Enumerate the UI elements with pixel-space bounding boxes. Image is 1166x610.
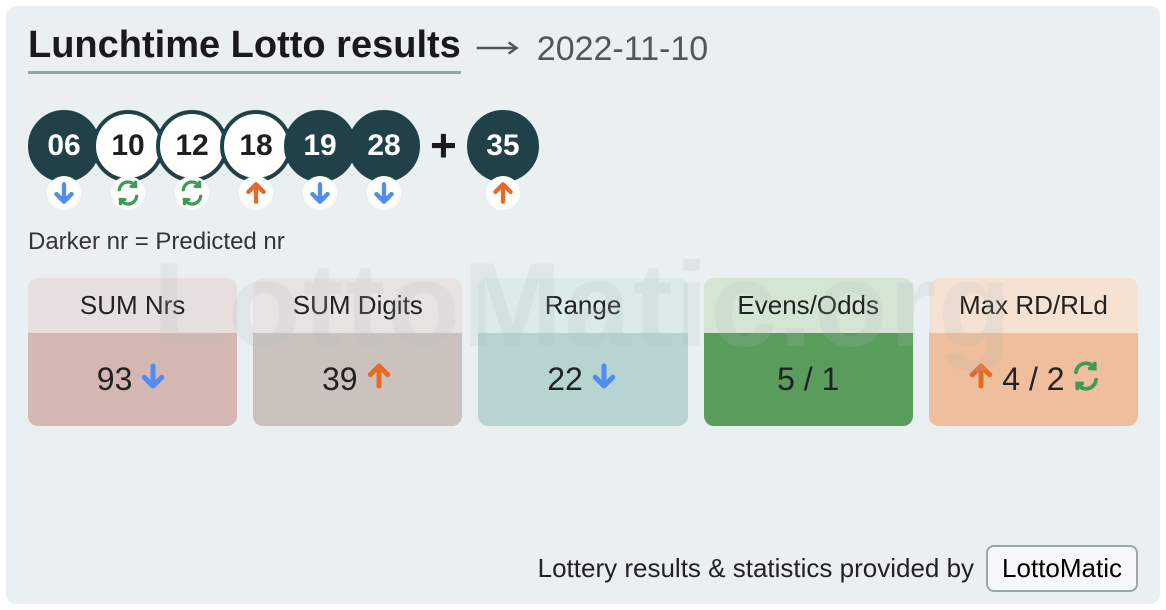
header: Lunchtime Lotto results 2022-11-10: [28, 24, 1138, 74]
stat-card: SUM Digits39: [253, 278, 462, 426]
up-icon: [966, 361, 996, 399]
repeat-icon: [175, 176, 209, 210]
stat-value: 39: [253, 333, 462, 426]
lotto-ball: 18: [220, 110, 292, 210]
page-title: Lunchtime Lotto results: [28, 24, 461, 74]
footer: Lottery results & statistics provided by…: [538, 545, 1138, 592]
stat-card: Max RD/RLd4 / 2: [929, 278, 1138, 426]
stat-card: Range22: [478, 278, 687, 426]
ball-number: 10: [92, 110, 164, 182]
balls-row: 061012181928+35: [28, 110, 1138, 210]
stat-label: Evens/Odds: [704, 278, 913, 333]
stat-value: 5 / 1: [704, 333, 913, 426]
down-icon: [303, 176, 337, 210]
ball-number: 19: [284, 110, 356, 182]
repeat-icon: [1071, 361, 1101, 399]
down-icon: [589, 361, 619, 399]
stat-label: Range: [478, 278, 687, 333]
stat-label: SUM Nrs: [28, 278, 237, 333]
down-icon: [138, 361, 168, 399]
bonus-ball: 35: [467, 110, 539, 210]
stat-label: SUM Digits: [253, 278, 462, 333]
footer-text: Lottery results & statistics provided by: [538, 553, 974, 584]
ball-number: 18: [220, 110, 292, 182]
stat-value: 4 / 2: [929, 333, 1138, 426]
ball-number: 06: [28, 110, 100, 182]
up-icon: [364, 361, 394, 399]
brand-chip[interactable]: LottoMatic: [986, 545, 1138, 592]
results-panel: LottoMatic.org Lunchtime Lotto results 2…: [6, 6, 1160, 604]
stat-label: Max RD/RLd: [929, 278, 1138, 333]
stat-card: Evens/Odds5 / 1: [704, 278, 913, 426]
down-icon: [47, 176, 81, 210]
repeat-icon: [111, 176, 145, 210]
stat-value: 22: [478, 333, 687, 426]
stat-card: SUM Nrs93: [28, 278, 237, 426]
plus-separator: +: [430, 118, 457, 172]
stats-row: SUM Nrs93SUM Digits39Range22Evens/Odds5 …: [28, 278, 1138, 426]
lotto-ball: 12: [156, 110, 228, 210]
arrow-right-icon: [475, 40, 523, 58]
lotto-ball: 28: [348, 110, 420, 210]
down-icon: [367, 176, 401, 210]
stat-value: 93: [28, 333, 237, 426]
lotto-ball: 06: [28, 110, 100, 210]
ball-number: 35: [467, 110, 539, 182]
ball-number: 28: [348, 110, 420, 182]
up-icon: [239, 176, 273, 210]
legend-text: Darker nr = Predicted nr: [28, 228, 1138, 256]
lotto-ball: 19: [284, 110, 356, 210]
ball-number: 12: [156, 110, 228, 182]
result-date: 2022-11-10: [537, 30, 708, 69]
lotto-ball: 10: [92, 110, 164, 210]
up-icon: [486, 176, 520, 210]
